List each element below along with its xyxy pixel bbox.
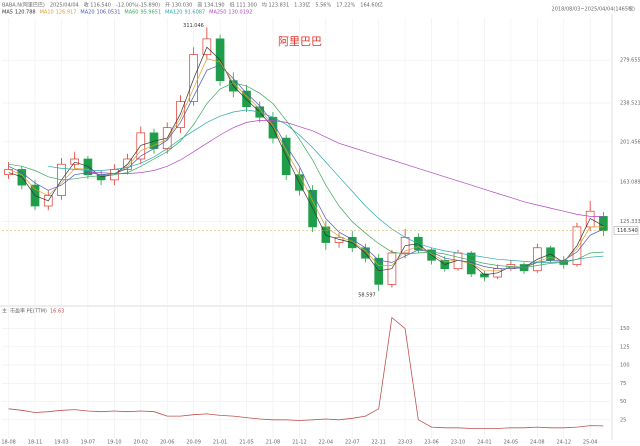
y-tick-label: 150: [620, 326, 630, 332]
y-tick-label: 279.655: [620, 58, 640, 64]
ma-line: [87, 120, 604, 217]
header-item: 5.56%: [315, 3, 331, 9]
x-tick-label: 21-05: [239, 440, 254, 446]
x-tick-label: 23-03: [398, 440, 413, 446]
x-tick-label: 22-07: [345, 440, 360, 446]
min-label: 58.597: [358, 293, 376, 299]
x-tick-label: 25-04: [583, 440, 598, 446]
x-tick-label: 19-03: [54, 440, 69, 446]
y-tick-label: 25: [620, 417, 626, 423]
last-price-label: 116.540: [617, 228, 638, 234]
y-tick-label: 238.521: [620, 101, 640, 107]
ma-line: [8, 82, 604, 268]
candle-body: [480, 273, 489, 278]
x-tick-label: 21-01: [213, 440, 228, 446]
x-tick-label: 20-02: [134, 440, 149, 446]
ma-line: [8, 46, 604, 276]
x-tick-label: 22-04: [319, 440, 334, 446]
x-tick-label: 23-10: [451, 440, 466, 446]
pe-line: [8, 316, 604, 429]
lower-current: 16.63: [50, 309, 64, 315]
header-item: 17.22%: [336, 3, 355, 9]
x-tick-label: 24-01: [477, 440, 492, 446]
header-item: 开 130.030: [165, 3, 192, 9]
candle-body: [374, 257, 384, 285]
header-item: 164.60亿: [360, 2, 383, 9]
header-item: 高 134.190: [197, 2, 224, 9]
y-tick-label: 125: [620, 344, 630, 350]
ma-line: [48, 109, 604, 263]
y-tick-label: 50: [620, 399, 626, 405]
ma-value: 106.0531: [97, 10, 121, 16]
x-tick-label: 24-08: [530, 440, 545, 446]
chart-title: 阿里巴巴: [278, 35, 322, 48]
ma-value: 130.0192: [228, 10, 252, 16]
ma-value: 126.917: [56, 10, 77, 16]
ma-line: [8, 64, 604, 270]
header-item: 均 123.831: [262, 2, 289, 9]
lower-prefix: 主: [2, 308, 7, 315]
y-tick-label: 100: [620, 363, 630, 369]
candle-body: [83, 158, 93, 176]
header-item: 低 111.300: [230, 2, 257, 9]
header-item: 2025/04/04: [50, 3, 79, 9]
header-item: BABA.N(阿里巴巴): [2, 2, 45, 9]
lower-title: 市盈率 PE(TTM): [10, 308, 47, 315]
ma-value: 91.6087: [184, 10, 205, 16]
y-tick-label: 125.333: [620, 219, 640, 225]
range-label: 2018/08/03~2025/04/04(1465根): [552, 6, 636, 13]
ma-name: MA20: [80, 10, 94, 16]
x-tick-label: 18-11: [28, 440, 43, 446]
ma-value: 95.9651: [140, 10, 161, 16]
x-tick-label: 19-07: [81, 440, 96, 446]
header-item: -12.00%(-15.890): [116, 3, 160, 9]
x-tick-label: 24-12: [556, 440, 571, 446]
ma-name: MA250: [209, 10, 226, 16]
ma-value: 120.788: [15, 10, 36, 16]
x-tick-label: 20-06: [160, 440, 175, 446]
ma-name: MA120: [165, 10, 182, 16]
candle-body: [70, 158, 80, 165]
candle-body: [334, 236, 344, 243]
max-label: 311.046: [183, 23, 204, 29]
ma-name: MA5: [2, 10, 13, 16]
header-item: 收 116.540: [84, 2, 111, 9]
candle-body: [242, 90, 251, 108]
x-tick-label: 18-08: [1, 440, 16, 446]
y-tick-label: 163.089: [620, 179, 640, 185]
x-tick-label: 19-10: [107, 440, 122, 446]
last-price-box: [613, 226, 639, 235]
y-tick-label: 201.456: [620, 139, 640, 145]
ma-name: MA10: [40, 10, 54, 16]
x-tick-label: 22-11: [371, 440, 386, 446]
candle-body: [599, 216, 608, 231]
x-tick-label: 23-06: [424, 440, 439, 446]
ma-name: MA60: [124, 10, 138, 16]
x-tick-label: 21-08: [266, 440, 281, 446]
x-tick-label: 20-09: [186, 440, 201, 446]
y-tick-label: 75: [620, 381, 626, 387]
x-tick-label: 24-05: [504, 440, 519, 446]
header-item: 1.33亿: [294, 2, 310, 9]
x-tick-label: 21-12: [292, 440, 307, 446]
